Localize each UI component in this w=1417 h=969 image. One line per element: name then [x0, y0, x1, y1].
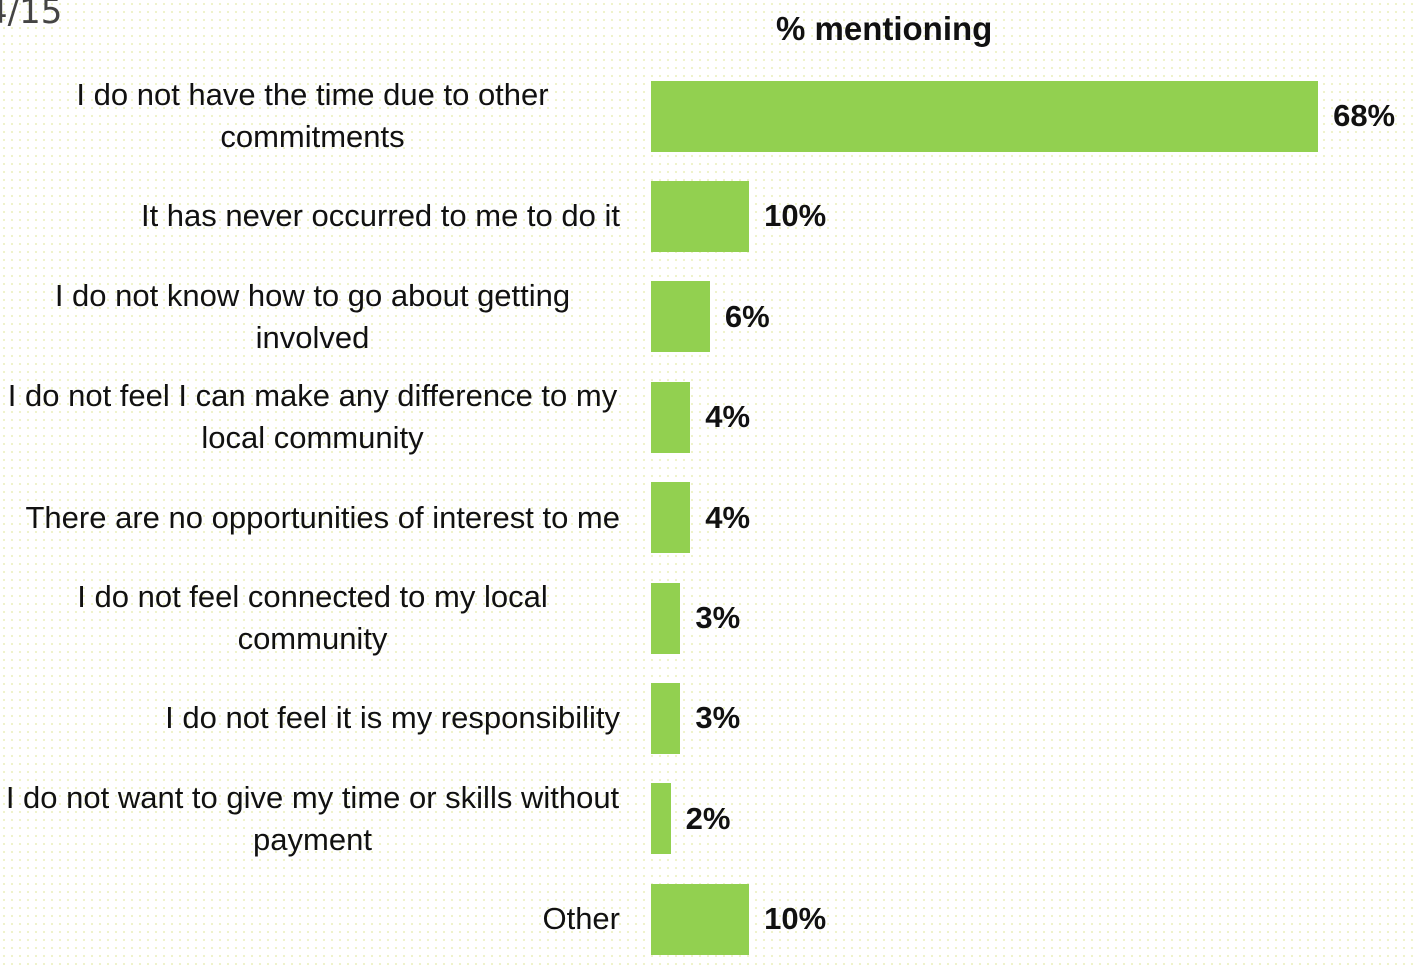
category-label-box: I do not feel it is my responsibility [5, 668, 620, 768]
category-label-box: I do not feel I can make any difference … [5, 367, 620, 467]
category-label: I do not want to give my time or skills … [5, 779, 620, 857]
category-label: It has never occurred to me to do it [140, 198, 620, 234]
category-label: Other [542, 901, 620, 937]
value-label: 10% [764, 901, 827, 937]
value-label: 2% [685, 800, 731, 836]
bar [651, 582, 681, 654]
bar [651, 180, 750, 252]
value-label: 10% [764, 198, 827, 234]
category-label: There are no opportunities of interest t… [25, 499, 621, 535]
category-label-box: It has never occurred to me to do it [5, 166, 620, 266]
bar [651, 381, 691, 453]
category-label-box: Other [5, 869, 620, 969]
value-label: 4% [705, 399, 751, 435]
category-label: I do not feel connected to my local comm… [77, 579, 548, 656]
category-label-box: I do not want to give my time or skills … [5, 769, 620, 869]
category-label: I do not feel I can make any difference … [7, 378, 618, 456]
bar [651, 80, 1319, 152]
category-label: I do not feel it is my responsibility [165, 700, 620, 736]
category-label-box: I do not feel connected to my local comm… [5, 568, 620, 668]
chart-title: % mentioning [776, 10, 993, 47]
bar [651, 783, 671, 855]
value-label: 4% [705, 499, 751, 535]
category-label-box: There are no opportunities of interest t… [5, 468, 621, 568]
bar [651, 482, 691, 554]
bar [651, 281, 710, 353]
value-label: 3% [695, 700, 741, 736]
category-label-box: I do not have the time due to other comm… [5, 66, 620, 166]
bar [651, 883, 750, 955]
category-label: I do not have the time due to other comm… [76, 77, 549, 154]
value-label: 6% [724, 298, 770, 334]
value-label: 3% [695, 600, 741, 635]
category-label: I do not know how to go about getting in… [54, 277, 571, 355]
category-label-box: I do not know how to go about getting in… [5, 267, 620, 367]
bar [651, 682, 681, 754]
page-number: 4/15 [0, 0, 63, 32]
value-label: 68% [1333, 98, 1396, 133]
